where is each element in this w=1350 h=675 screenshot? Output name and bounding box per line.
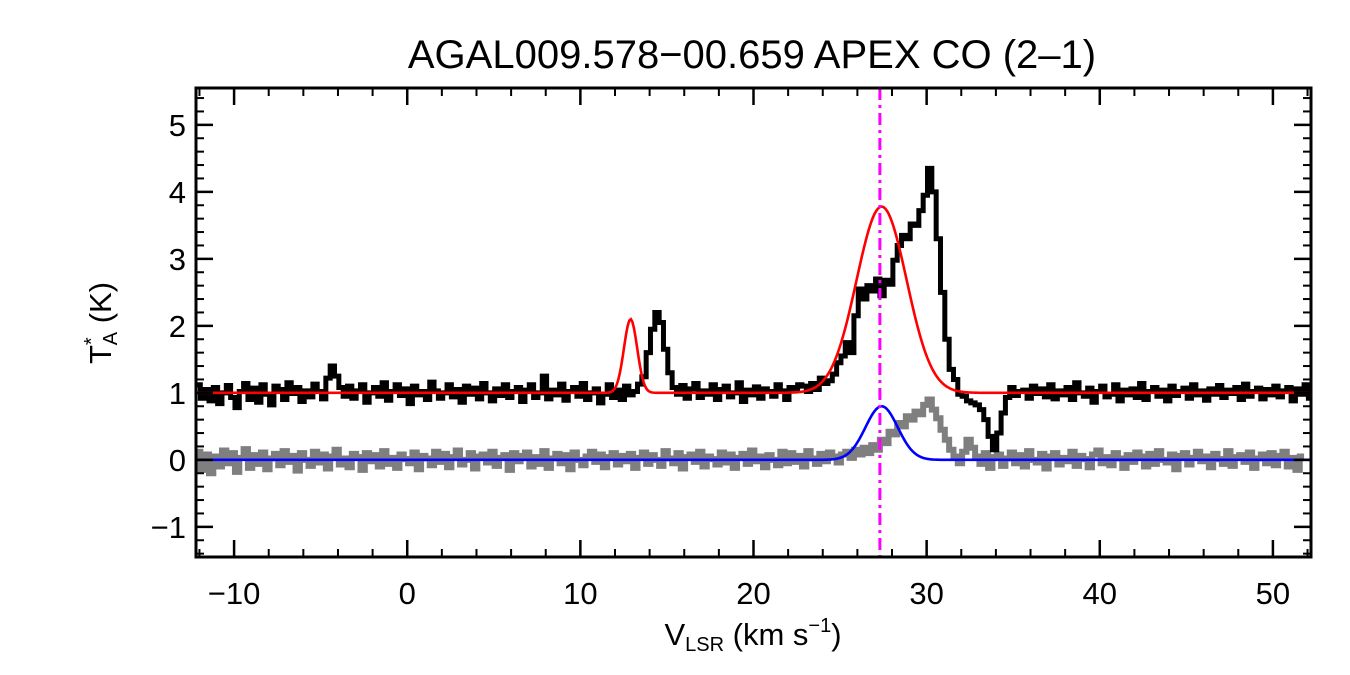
y-axis-label: T*A (K) — [81, 282, 122, 364]
y-tick-label: 4 — [169, 175, 186, 210]
residual-layer — [196, 396, 1305, 477]
x-tick-label: 40 — [1083, 576, 1117, 611]
fit-layer — [196, 205, 1311, 462]
x-tick-label: 20 — [736, 576, 770, 611]
observed-spectrum-line — [196, 165, 1311, 453]
residual-fit-line — [196, 404, 1311, 462]
y-tick-label: −1 — [151, 510, 186, 545]
x-tick-label: 50 — [1256, 576, 1290, 611]
y-tick-label: 0 — [169, 443, 186, 478]
x-tick-label: 0 — [399, 576, 416, 611]
plot-frame — [194, 86, 1313, 559]
y-tick-label: 1 — [169, 376, 186, 411]
x-tick-label: −10 — [208, 576, 261, 611]
chart-title: AGAL009.578−00.659 APEX CO (2–1) — [408, 33, 1096, 77]
x-tick-label: 30 — [909, 576, 943, 611]
y-tick-label: 5 — [169, 108, 186, 143]
total-fit-line — [196, 205, 1311, 395]
residual-spectrum-line — [196, 396, 1305, 477]
x-axis-label: VLSR (km s−1) — [664, 615, 841, 656]
x-tick-label: 10 — [563, 576, 597, 611]
y-tick-label: 3 — [169, 242, 186, 277]
axis-ticks — [196, 88, 1311, 557]
x-tick-labels: −10 0 10 20 30 40 50 — [208, 576, 1290, 611]
plot-area — [194, 86, 1313, 559]
spectrum-layer — [196, 165, 1311, 453]
y-tick-labels: −1 0 1 2 3 4 5 — [151, 108, 186, 545]
y-tick-label: 2 — [169, 309, 186, 344]
